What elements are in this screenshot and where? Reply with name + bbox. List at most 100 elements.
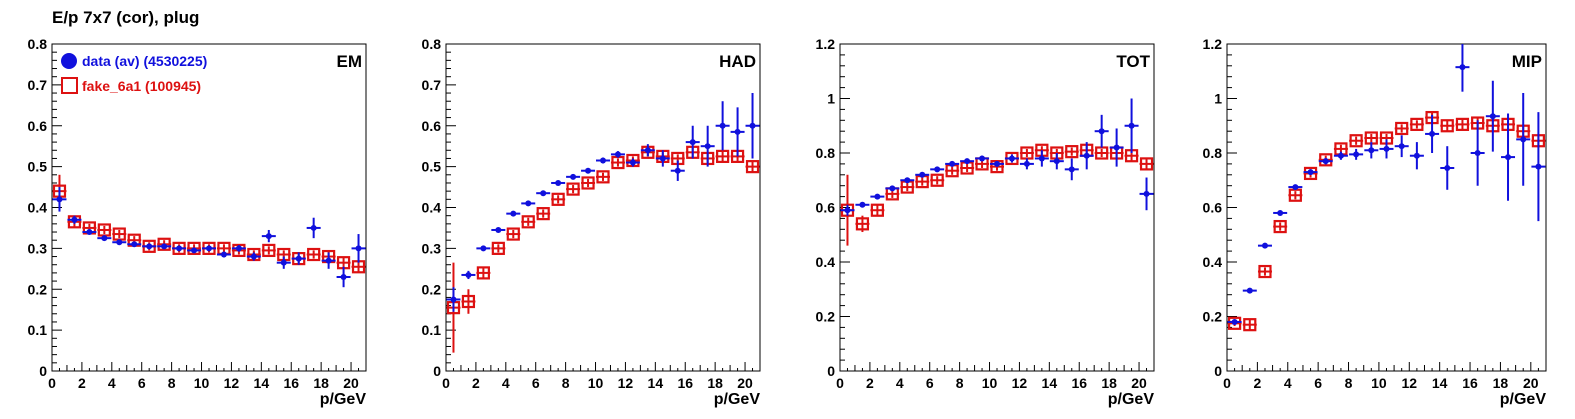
x-tick-label: 8 — [562, 375, 570, 391]
x-tick-label: 6 — [1314, 375, 1322, 391]
data-point — [1459, 64, 1466, 71]
points-layer — [52, 174, 366, 288]
x-tick-label: 10 — [1371, 375, 1387, 391]
y-tick-label: 0.6 — [28, 118, 48, 134]
data-point — [161, 243, 168, 250]
data-point — [555, 179, 562, 186]
y-tick-label: 0 — [1214, 363, 1222, 379]
chart-panel-em: 0 2 4 6 8 10 12 14 16 18 20 0 0.1 0.2 0.3 0.4 0.5 0.6 0.7 0… — [28, 36, 367, 408]
x-tick-label: 20 — [1523, 375, 1539, 391]
x-tick-label: 10 — [588, 375, 604, 391]
y-tick-label: 0.6 — [816, 200, 836, 216]
y-tick-label: 0.8 — [28, 36, 48, 52]
x-tick-label: 2 — [78, 375, 86, 391]
data-point — [56, 196, 63, 203]
data-point — [704, 143, 711, 150]
panel-label: MIP — [1512, 52, 1542, 71]
y-tick-label: 0.2 — [28, 281, 48, 297]
x-tick-label: 0 — [48, 375, 56, 391]
fake-point — [581, 176, 595, 190]
panel-label: EM — [337, 52, 363, 71]
data-point — [1113, 144, 1120, 151]
plot-frame — [445, 43, 761, 372]
x-tick-label: 0 — [836, 375, 844, 391]
x-tick-label: 6 — [138, 375, 146, 391]
fake-point — [461, 294, 476, 309]
data-point — [934, 166, 941, 173]
x-tick-label: 16 — [1071, 375, 1087, 391]
data-point — [540, 190, 547, 197]
data-point — [1353, 151, 1360, 158]
fake-point — [1410, 117, 1424, 131]
x-tick-label: 6 — [926, 375, 934, 391]
y-tick-label: 0 — [827, 363, 835, 379]
data-point — [1143, 190, 1150, 197]
fake-point — [1065, 145, 1079, 159]
data-point — [719, 122, 726, 129]
data-point — [220, 251, 227, 258]
fake-point — [716, 149, 730, 164]
fake-point — [870, 203, 884, 217]
legend: data (av) (4530225) fake_6a1 (100945) — [61, 53, 207, 94]
y-tick-label: 0.8 — [816, 145, 836, 161]
x-tick-label: 4 — [1284, 375, 1292, 391]
x-tick-label: 8 — [168, 375, 176, 391]
data-point — [689, 139, 696, 146]
data-point — [600, 157, 606, 164]
legend-data-marker — [61, 53, 77, 69]
fake-point — [1319, 153, 1333, 167]
x-tick-label: 18 — [313, 375, 329, 391]
data-point — [176, 245, 183, 252]
x-tick-label: 4 — [108, 375, 116, 391]
y-tick-label: 0.7 — [422, 77, 442, 93]
data-point — [585, 167, 592, 174]
data-point — [904, 177, 911, 184]
data-point — [1292, 184, 1299, 191]
data-point — [525, 200, 532, 207]
data-point — [1246, 287, 1253, 294]
fake-point — [1227, 316, 1242, 330]
data-point — [340, 273, 347, 280]
fake-point — [566, 182, 580, 196]
y-tick-label: 1 — [827, 91, 835, 107]
x-tick-label: 20 — [737, 375, 753, 391]
y-tick-label: 0.6 — [1203, 200, 1223, 216]
x-tick-label: 10 — [194, 375, 210, 391]
x-tick-label: 0 — [1223, 375, 1231, 391]
data-point — [325, 257, 332, 264]
data-point — [1068, 166, 1075, 173]
data-point — [480, 245, 487, 252]
x-axis-label: p/GeV — [1500, 391, 1547, 408]
data-point — [1413, 152, 1420, 159]
y-tick-label: 0.5 — [422, 159, 442, 175]
legend-data-label: data (av) (4530225) — [82, 53, 207, 69]
fake-point — [536, 207, 550, 221]
y-tick-label: 0.4 — [422, 200, 442, 216]
data-point — [859, 201, 866, 208]
x-tick-label: 8 — [956, 375, 964, 391]
fake-point — [1243, 318, 1257, 332]
y-tick-label: 0.3 — [28, 240, 48, 256]
data-point — [1520, 136, 1527, 143]
fake-point — [1258, 264, 1272, 279]
data-point — [889, 185, 896, 192]
chart-panel-had: 0 2 4 6 8 10 12 14 16 18 20 0 0.1 0.2 0.3 0.4 0.5 0.6 0.7 0… — [422, 36, 761, 408]
data-point — [1444, 164, 1451, 171]
data-point — [1337, 152, 1344, 159]
data-point — [629, 159, 636, 166]
y-tick-label: 0.1 — [28, 322, 48, 338]
data-point — [659, 155, 666, 162]
x-tick-label: 12 — [224, 375, 240, 391]
x-tick-label: 6 — [532, 375, 540, 391]
data-point — [280, 259, 287, 266]
data-point — [1429, 130, 1436, 137]
fake-point — [476, 266, 490, 280]
data-point — [450, 296, 457, 303]
y-tick-label: 0 — [433, 363, 441, 379]
y-tick-label: 0.4 — [1203, 254, 1223, 270]
fake-point — [930, 173, 944, 187]
y-tick-label: 0.8 — [422, 36, 442, 52]
data-point — [964, 158, 971, 165]
data-point — [1368, 147, 1375, 154]
data-point — [101, 235, 108, 242]
